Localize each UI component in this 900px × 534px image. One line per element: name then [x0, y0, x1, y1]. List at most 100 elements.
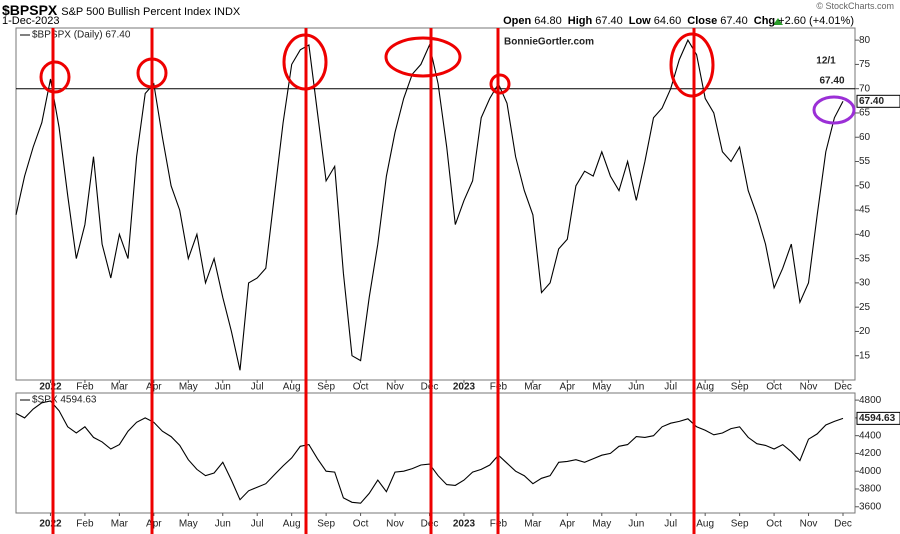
x-tick-label: Apr	[560, 382, 576, 393]
annotation: BonnieGortler.com	[504, 37, 594, 48]
quote-label: Open	[503, 15, 532, 27]
highlight-circle	[384, 36, 462, 78]
x-tick-label: Oct	[766, 382, 782, 393]
y-tick-label: 4000	[859, 466, 882, 477]
x-tick-label: Jul	[251, 519, 264, 530]
annotation: 67.40	[819, 76, 844, 87]
quote-label: Low	[628, 15, 651, 27]
x-tick-label: Aug	[283, 382, 301, 393]
x-tick-label: Nov	[386, 382, 404, 393]
x-tick-label: Mar	[524, 382, 542, 393]
x-tick-label: 2023	[453, 382, 476, 393]
quote-label: Close	[687, 15, 718, 27]
y-tick-label: 50	[859, 180, 871, 191]
x-tick-label: Feb	[76, 382, 94, 393]
x-tick-label: Aug	[696, 519, 714, 530]
x-tick-label: 2022	[39, 519, 62, 530]
x-tick-label: Sep	[731, 519, 749, 530]
x-tick-label: May	[592, 519, 611, 530]
y-tick-label: 20	[859, 326, 871, 337]
highlight-circle	[282, 33, 328, 91]
x-tick-label: Jul	[664, 519, 677, 530]
x-tick-label: Mar	[111, 382, 129, 393]
y-tick-label: 35	[859, 253, 871, 264]
description: S&P 500 Bullish Percent Index	[61, 6, 211, 18]
x-tick-label: 2022	[39, 382, 62, 393]
y-tick-label: 4800	[859, 395, 882, 406]
highlight-circle	[489, 73, 511, 95]
header-title: $BPSPX S&P 500 Bullish Percent Index INDX	[2, 2, 240, 18]
x-tick-label: May	[179, 519, 198, 530]
last-value-box	[856, 94, 900, 108]
y-tick-label: 25	[859, 302, 871, 313]
x-tick-label: Jun	[628, 519, 644, 530]
x-tick-label: Apr	[560, 519, 576, 530]
quote-value: +2.60 (+4.01%)	[778, 15, 854, 27]
y-tick-label: 70	[859, 83, 871, 94]
y-tick-label: 30	[859, 278, 871, 289]
x-tick-label: Sep	[317, 519, 335, 530]
exchange: INDX	[213, 6, 241, 18]
y-tick-label: 15	[859, 350, 871, 361]
x-tick-label: Jul	[251, 382, 264, 393]
x-tick-label: Apr	[146, 519, 162, 530]
highlight-circle	[812, 95, 856, 125]
y-tick-label: 40	[859, 229, 871, 240]
y-tick-label: 45	[859, 205, 871, 216]
x-tick-label: Mar	[524, 519, 542, 530]
x-tick-label: Nov	[800, 519, 818, 530]
quote-value: 64.60	[653, 15, 682, 27]
x-tick-label: Jun	[215, 382, 231, 393]
x-tick-label: Jun	[628, 382, 644, 393]
date: 1-Dec-2023	[2, 15, 60, 27]
x-tick-label: Nov	[386, 519, 404, 530]
x-tick-label: Dec	[834, 519, 852, 530]
y-tick-label: 3600	[859, 501, 882, 512]
x-tick-label: Jul	[664, 382, 677, 393]
x-tick-label: Oct	[766, 519, 782, 530]
y-tick-label: 80	[859, 35, 871, 46]
y-tick-label: 65	[859, 108, 871, 119]
x-tick-label: Oct	[353, 519, 369, 530]
x-tick-label: Apr	[146, 382, 162, 393]
x-tick-label: Aug	[283, 519, 301, 530]
x-tick-label: Sep	[731, 382, 749, 393]
highlight-circle	[669, 32, 715, 98]
y-tick-label: 55	[859, 156, 871, 167]
x-tick-label: Dec	[834, 382, 852, 393]
x-tick-label: Sep	[317, 382, 335, 393]
copyright: © StockCharts.com	[816, 1, 894, 11]
highlight-circle	[39, 60, 71, 94]
quote-label: High	[567, 15, 593, 27]
x-tick-label: Aug	[696, 382, 714, 393]
last-value-label: 4594.63	[859, 413, 896, 424]
annotation: 12/1	[816, 56, 836, 67]
x-tick-label: May	[592, 382, 611, 393]
y-tick-label: 4400	[859, 430, 882, 441]
symbol: $BPSPX	[2, 2, 58, 18]
quote: Open 64.80 High 67.40 Low 64.60 Close 67.40 Chg +…	[497, 15, 854, 27]
x-tick-label: Feb	[76, 519, 94, 530]
x-tick-label: May	[179, 382, 198, 393]
y-tick-label: 4200	[859, 448, 882, 459]
last-value-label: 67.40	[859, 96, 884, 107]
quote-value: 67.40	[595, 15, 623, 27]
x-tick-label: Nov	[800, 382, 818, 393]
y-tick-label: 60	[859, 132, 871, 143]
y-tick-label: 3800	[859, 484, 882, 495]
quote-value: 64.80	[534, 15, 562, 27]
highlight-circle	[136, 57, 168, 89]
quote-label: Chg	[753, 15, 776, 27]
x-tick-label: Mar	[111, 519, 129, 530]
plot-frame	[15, 392, 856, 514]
x-tick-label: 2023	[453, 519, 476, 530]
y-tick-label: 75	[859, 59, 871, 70]
x-tick-label: Jun	[215, 519, 231, 530]
x-tick-label: Oct	[353, 382, 369, 393]
up-arrow	[773, 18, 783, 25]
quote-value: 67.40	[720, 15, 748, 27]
last-value-box	[856, 411, 900, 425]
legend-label: $SPX 4594.63	[32, 395, 97, 406]
